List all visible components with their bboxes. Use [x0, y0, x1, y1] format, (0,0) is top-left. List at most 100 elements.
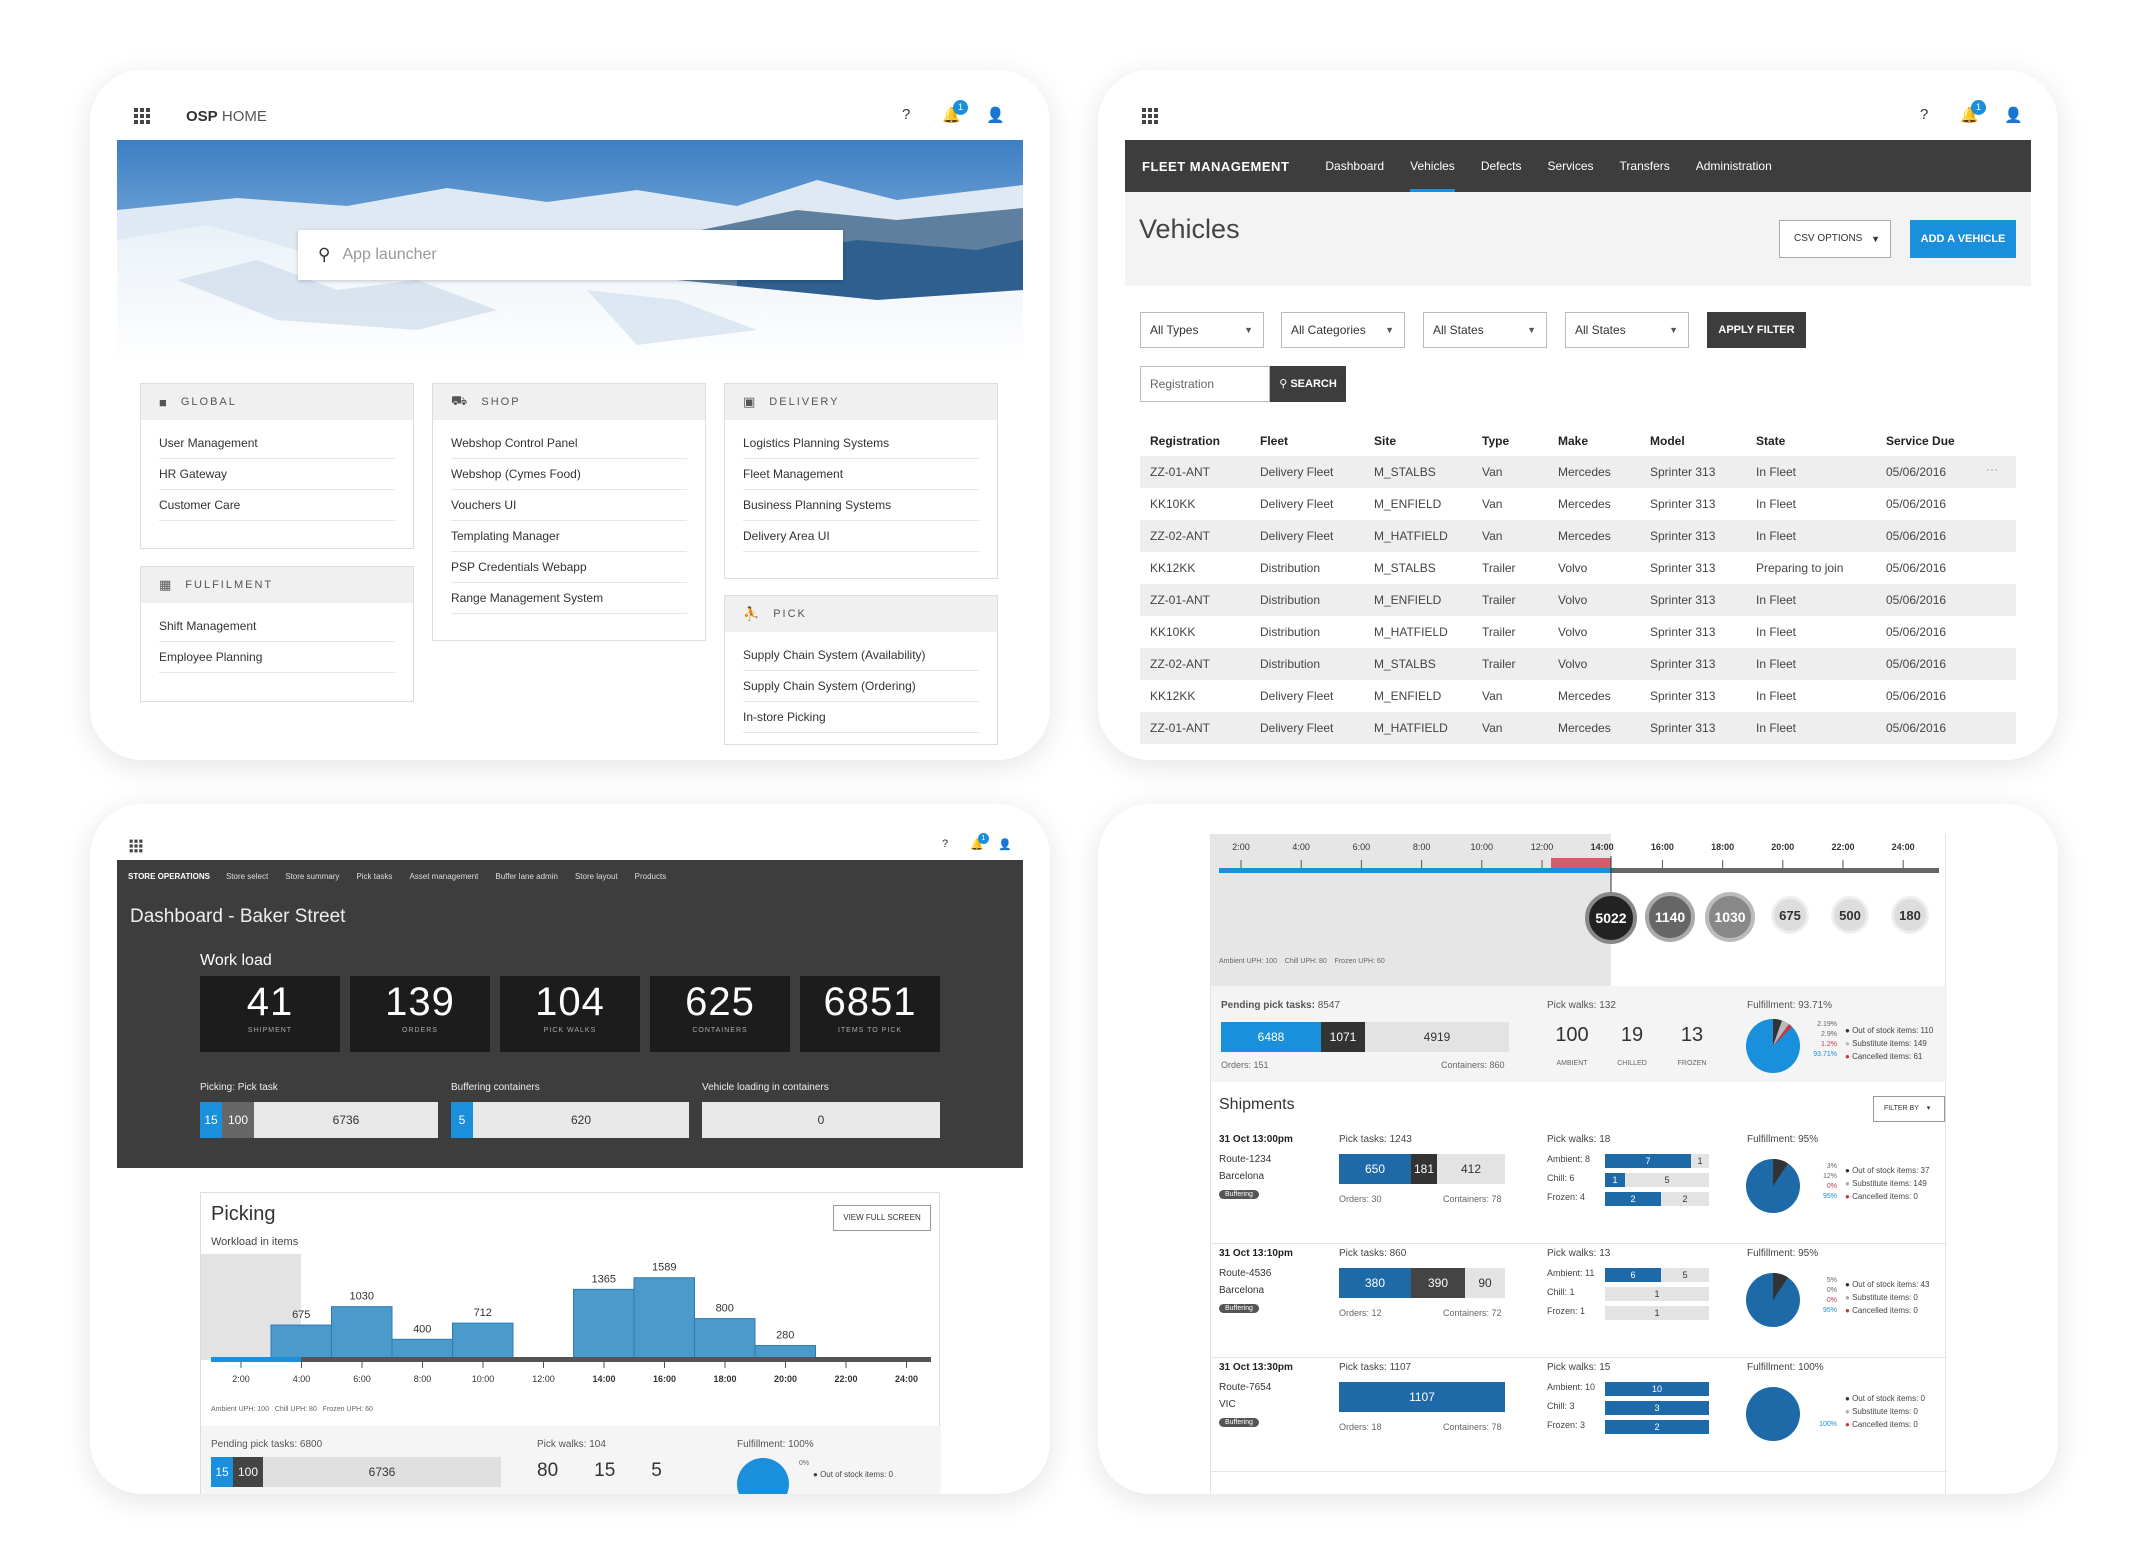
shipment-row[interactable]: 31 Oct 13:10pm Route-4536 Barcelona Bufferi… — [1211, 1248, 1947, 1358]
nav-item[interactable]: Buffer lane admin — [495, 872, 558, 881]
pct-substitute: 2.9% — [1821, 1031, 1837, 1038]
state-filter-select[interactable]: All States ▼ — [1423, 312, 1547, 348]
column-header[interactable]: State — [1756, 434, 1786, 448]
user-icon[interactable]: 👤 — [986, 107, 1005, 124]
nav-item-defects[interactable]: Defects — [1480, 159, 1522, 173]
table-cell: M_HATFIELD — [1374, 625, 1448, 639]
tile-link[interactable]: Logistics Planning Systems — [743, 428, 979, 459]
nav-item-vehicles[interactable]: Vehicles — [1410, 159, 1455, 192]
table-cell: In Fleet — [1746, 584, 1876, 616]
add-vehicle-button[interactable]: ADD A VEHICLE — [1910, 220, 2016, 258]
bar-segment: 2 — [1661, 1192, 1709, 1206]
column-header[interactable]: Fleet — [1260, 434, 1289, 448]
table-row[interactable]: KK10KK Delivery Fleet M_ENFIELD Van Mercedes… — [1140, 488, 2016, 520]
nav-item-administration[interactable]: Administration — [1695, 159, 1772, 173]
tile-link[interactable]: Supply Chain System (Availability) — [743, 640, 979, 671]
volume-bubble[interactable]: 1140 — [1645, 892, 1695, 942]
nav-item[interactable]: Pick tasks — [356, 872, 393, 881]
table-row[interactable]: ZZ-01-ANT Delivery Fleet M_STALBS Van Merced… — [1140, 456, 2016, 488]
table-cell: Trailer — [1482, 561, 1516, 575]
help-icon[interactable]: ? — [1920, 106, 1929, 123]
tile-link[interactable]: Fleet Management — [743, 459, 979, 490]
tile-link[interactable]: Webshop Control Panel — [451, 428, 687, 459]
tile-link[interactable]: In-store Picking — [743, 702, 979, 733]
shipment-row[interactable]: 31 Oct 13:30pm Route-7654 VIC Buffering Pick… — [1211, 1362, 1947, 1472]
table-cell: M_STALBS — [1374, 561, 1436, 575]
tile-link[interactable]: Employee Planning — [159, 642, 395, 673]
tile-link[interactable]: Vouchers UI — [451, 490, 687, 521]
nav-item[interactable]: Products — [634, 872, 667, 881]
table-row[interactable]: KK12KK Delivery Fleet M_ENFIELD Van Mercedes… — [1140, 680, 2016, 712]
column-header[interactable]: Make — [1558, 434, 1589, 448]
filter-label: FILTER BY — [1884, 1105, 1919, 1112]
nav-item[interactable]: Store layout — [574, 872, 618, 881]
nav-item-services[interactable]: Services — [1547, 159, 1594, 173]
volume-bubble[interactable]: 500 — [1831, 896, 1869, 934]
tile-link[interactable]: Shift Management — [159, 611, 395, 642]
user-icon[interactable]: 👤 — [998, 839, 1012, 851]
registration-search-input[interactable]: Registration — [1140, 366, 1270, 402]
tile-link[interactable]: User Management — [159, 428, 395, 459]
table-cell: 05/06/2016 — [1876, 456, 2016, 488]
column-header[interactable]: Service Due — [1886, 434, 1955, 448]
view-full-screen-button[interactable]: VIEW FULL SCREEN — [833, 1205, 931, 1231]
column-header[interactable]: Registration — [1150, 434, 1221, 448]
walking-person-icon: ⛹ — [743, 606, 762, 621]
type-filter-select[interactable]: All Types ▼ — [1140, 312, 1264, 348]
bar-segment: 1 — [1691, 1154, 1709, 1168]
category-filter-select[interactable]: All Categories ▼ — [1281, 312, 1405, 348]
tick-label: 10:00 — [1471, 842, 1494, 852]
table-cell: KK10KK — [1150, 497, 1196, 511]
nav-item[interactable]: Store select — [225, 872, 269, 881]
tile-link[interactable]: Webshop (Cymes Food) — [451, 459, 687, 490]
legend-item: ● Cancelled items: 0 — [1845, 1190, 1929, 1203]
tile-link[interactable]: PSP Credentials Webapp — [451, 552, 687, 583]
workload-bar — [633, 1277, 695, 1361]
volume-bubble[interactable]: 1030 — [1705, 892, 1755, 942]
help-icon[interactable]: ? — [942, 838, 949, 850]
pending-bar: 15 100 6736 — [211, 1457, 501, 1487]
table-row[interactable]: ZZ-02-ANT Delivery Fleet M_HATFIELD Van Merc… — [1140, 520, 2016, 552]
state-filter-select-2[interactable]: All States ▼ — [1565, 312, 1689, 348]
volume-bubble[interactable]: 675 — [1771, 896, 1809, 934]
search-placeholder[interactable]: App launcher — [342, 246, 437, 263]
help-icon[interactable]: ? — [902, 106, 911, 123]
table-row[interactable]: ZZ-02-ANT Distribution M_STALBS Trailer Volv… — [1140, 648, 2016, 680]
column-header[interactable]: Type — [1482, 434, 1510, 448]
filter-by-dropdown[interactable]: FILTER BY ▾ — [1873, 1096, 1945, 1122]
app-grid-icon[interactable] — [134, 108, 150, 124]
app-grid-icon[interactable] — [129, 839, 143, 853]
tile-link[interactable]: Templating Manager — [451, 521, 687, 552]
volume-bubble[interactable]: 5022 — [1585, 892, 1637, 944]
app-launcher-search[interactable]: ⚲ App launcher — [298, 230, 843, 280]
nav-item-transfers[interactable]: Transfers — [1619, 159, 1670, 173]
tile-link[interactable]: Delivery Area UI — [743, 521, 979, 552]
bar-segment: 5 — [1625, 1173, 1709, 1187]
table-row[interactable]: KK10KK Distribution M_HATFIELD Trailer Volvo… — [1140, 616, 2016, 648]
tile-link[interactable]: Customer Care — [159, 490, 395, 521]
csv-options-dropdown[interactable]: CSV OPTIONS ▼ — [1779, 220, 1891, 258]
app-grid-icon[interactable] — [1142, 108, 1158, 124]
apply-filter-button[interactable]: APPLY FILTER — [1707, 312, 1806, 348]
table-cell: Delivery Fleet — [1250, 456, 1364, 488]
nav-item[interactable]: Asset management — [409, 872, 479, 881]
tile-link[interactable]: Range Management System — [451, 583, 687, 614]
volume-bubble[interactable]: 180 — [1891, 896, 1929, 934]
tile-link[interactable]: Supply Chain System (Ordering) — [743, 671, 979, 702]
table-cell: Volvo — [1548, 648, 1640, 680]
column-header[interactable]: Site — [1374, 434, 1397, 448]
user-icon[interactable]: 👤 — [2004, 107, 2023, 124]
nav-item-dashboard[interactable]: Dashboard — [1325, 159, 1385, 173]
tile-link[interactable]: Business Planning Systems — [743, 490, 979, 521]
walk-bar: 1 — [1605, 1287, 1709, 1301]
table-row[interactable]: ZZ-01-ANT Distribution M_ENFIELD Trailer Vol… — [1140, 584, 2016, 616]
table-row[interactable]: ZZ-01-ANT Delivery Fleet M_HATFIELD Van Merc… — [1140, 712, 2016, 744]
row-more-icon[interactable]: ··· — [1986, 462, 1998, 476]
search-button[interactable]: ⚲ SEARCH — [1270, 366, 1346, 402]
table-row[interactable]: KK12KK Distribution M_STALBS Trailer Volvo Sp… — [1140, 552, 2016, 584]
picking-label: Picking: Pick task — [200, 1082, 278, 1093]
shipment-row[interactable]: 31 Oct 13:00pm Route-1234 Barcelona Bufferi… — [1211, 1134, 1947, 1244]
tile-link[interactable]: HR Gateway — [159, 459, 395, 490]
nav-item[interactable]: Store summary — [285, 872, 340, 881]
column-header[interactable]: Model — [1650, 434, 1685, 448]
